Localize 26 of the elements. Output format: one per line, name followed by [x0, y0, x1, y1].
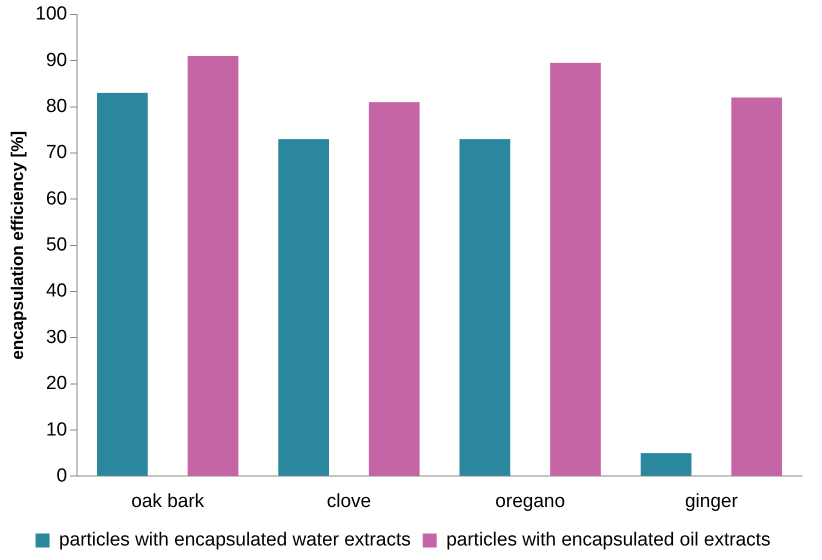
y-axis-title: encapsulation efficiency [%] [8, 130, 27, 360]
y-tick-label: 50 [46, 234, 68, 256]
y-tick-label: 80 [46, 96, 68, 117]
y-tick-label: 70 [46, 142, 68, 164]
bar [278, 139, 330, 476]
y-tick-label: 100 [35, 4, 68, 25]
x-tick-label: oak bark [131, 490, 205, 512]
x-tick-label: oregano [495, 490, 566, 512]
bar [368, 102, 420, 476]
x-tick-label: ginger [684, 490, 738, 512]
legend-label: particles with encapsulated water extracts [59, 530, 411, 551]
y-tick-label: 60 [46, 188, 68, 210]
bar [731, 98, 782, 476]
y-tick-label: 0 [56, 465, 68, 486]
y-tick-label: 30 [46, 326, 68, 348]
y-tick-label: 90 [46, 50, 68, 71]
bar [640, 453, 692, 476]
x-tick-label: clove [326, 490, 372, 512]
y-tick-label: 10 [46, 419, 68, 440]
bar [459, 139, 510, 476]
bar [188, 56, 238, 476]
bar [550, 62, 601, 476]
y-tick-label: 40 [46, 280, 68, 302]
legend-label: particles with encapsulated oil extracts [446, 530, 770, 551]
y-tick-label: 20 [46, 373, 68, 394]
bar [97, 92, 148, 476]
